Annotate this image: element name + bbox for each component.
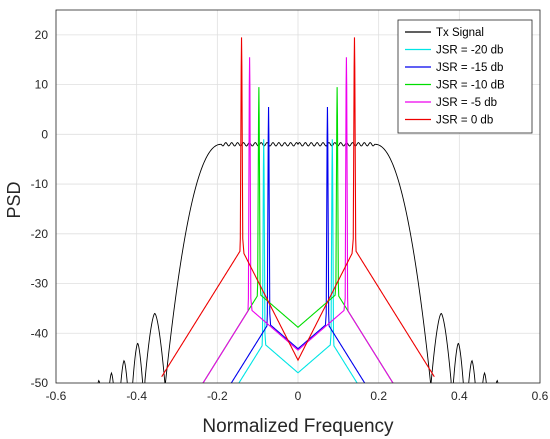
y-tick-label: -20 [31,227,49,241]
series-line-2 [230,106,366,383]
legend: Tx Signal JSR = -20 db JSR = -15 db JSR = -… [397,19,533,134]
x-tick-label: 0.4 [451,389,468,403]
x-tick-label: 0.6 [532,389,549,403]
legend-box [397,19,533,134]
series-line-1 [238,139,358,383]
legend-label: JSR = 0 db [436,115,493,127]
series-line-0 [97,141,499,383]
legend-label: JSR = -10 dB [436,80,505,92]
x-tick-label: -0.6 [46,389,67,403]
y-tick-label: -30 [31,277,49,291]
x-tick-label: -0.2 [207,389,228,403]
y-tick-label: 10 [35,78,49,92]
axes-box [55,9,541,384]
y-tick-label: -10 [31,177,49,191]
legend-label: JSR = -5 db [436,97,497,109]
x-tick-label: 0.2 [370,389,387,403]
series-line-5 [161,37,435,378]
x-tick-labels: -0.6 -0.4 -0.2 0 0.2 0.4 0.6 [46,389,549,403]
y-tick-label: -40 [31,326,49,340]
x-tick-label: 0 [295,389,302,403]
y-axis-label: PSD [4,181,24,218]
x-axis-label: Normalized Frequency [202,416,394,437]
x-tick-label: -0.4 [126,389,147,403]
series-line-4 [202,57,394,383]
legend-label: JSR = -20 db [436,45,503,57]
legend-label: JSR = -15 db [436,62,503,74]
y-tick-label: 20 [35,28,49,42]
legend-label: Tx Signal [436,27,484,39]
y-tick-labels: -50 -40 -30 -20 -10 0 10 20 [31,28,49,390]
y-tick-label: 0 [41,127,48,141]
series-lines [97,37,499,383]
y-tick-label: -50 [31,376,49,390]
